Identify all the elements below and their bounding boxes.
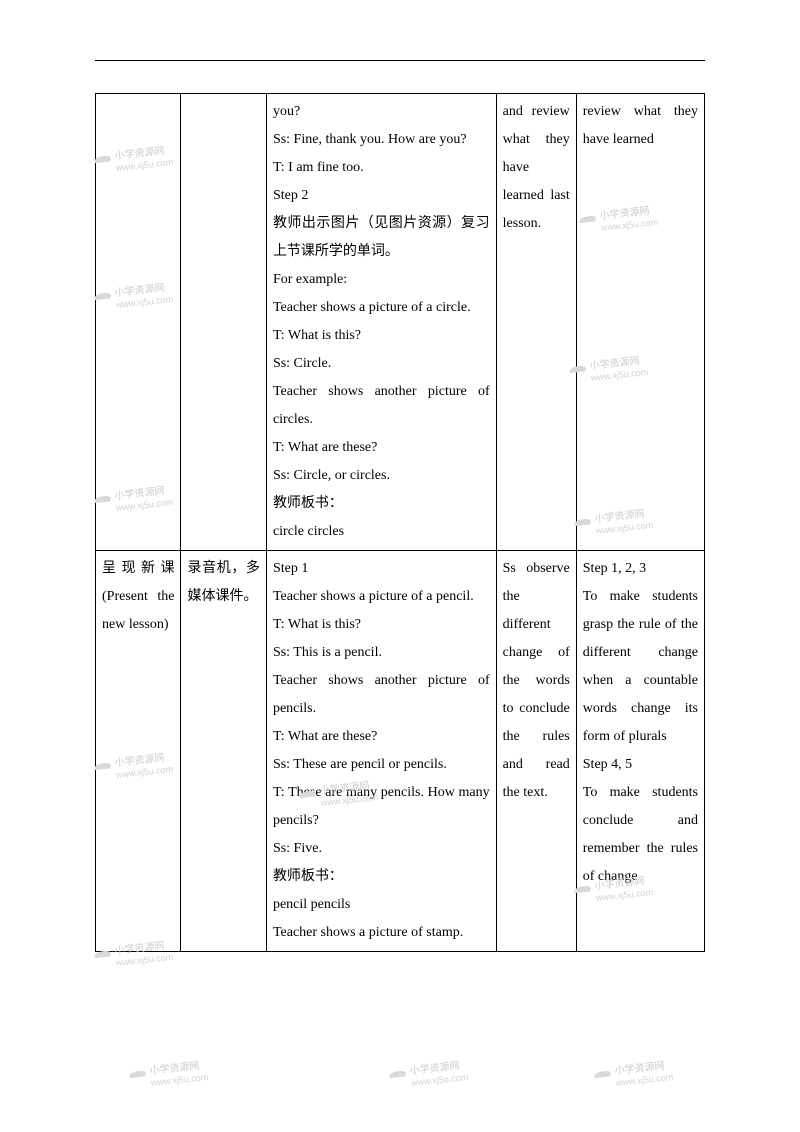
cell-aids: 录音机，多媒体课件。 [181,551,266,952]
cell-purpose: Step 1, 2, 3To make students grasp the r… [576,551,704,952]
lesson-plan-table: you?Ss: Fine, thank you. How are you?T: … [95,93,705,952]
cell-aids [181,94,266,551]
cell-teacher-activity: you?Ss: Fine, thank you. How are you?T: … [266,94,496,551]
table-row: you?Ss: Fine, thank you. How are you?T: … [96,94,705,551]
watermark: 小学资源网www.xj5u.com [129,1056,209,1090]
cell-student-activity: Ss observe the different change of the w… [496,551,576,952]
cell-stage [96,94,181,551]
horizontal-rule [95,60,705,61]
cell-stage: 呈现新课 (Present the new lesson) [96,551,181,952]
cell-student-activity: and review what they have learned last l… [496,94,576,551]
cell-purpose: review what they have learned [576,94,704,551]
table-row: 呈现新课 (Present the new lesson) 录音机，多媒体课件。… [96,551,705,952]
document-page: you?Ss: Fine, thank you. How are you?T: … [0,0,800,1012]
watermark: 小学资源网www.xj5u.com [594,1056,674,1090]
watermark: 小学资源网www.xj5u.com [389,1056,469,1090]
cell-teacher-activity: Step 1Teacher shows a picture of a penci… [266,551,496,952]
